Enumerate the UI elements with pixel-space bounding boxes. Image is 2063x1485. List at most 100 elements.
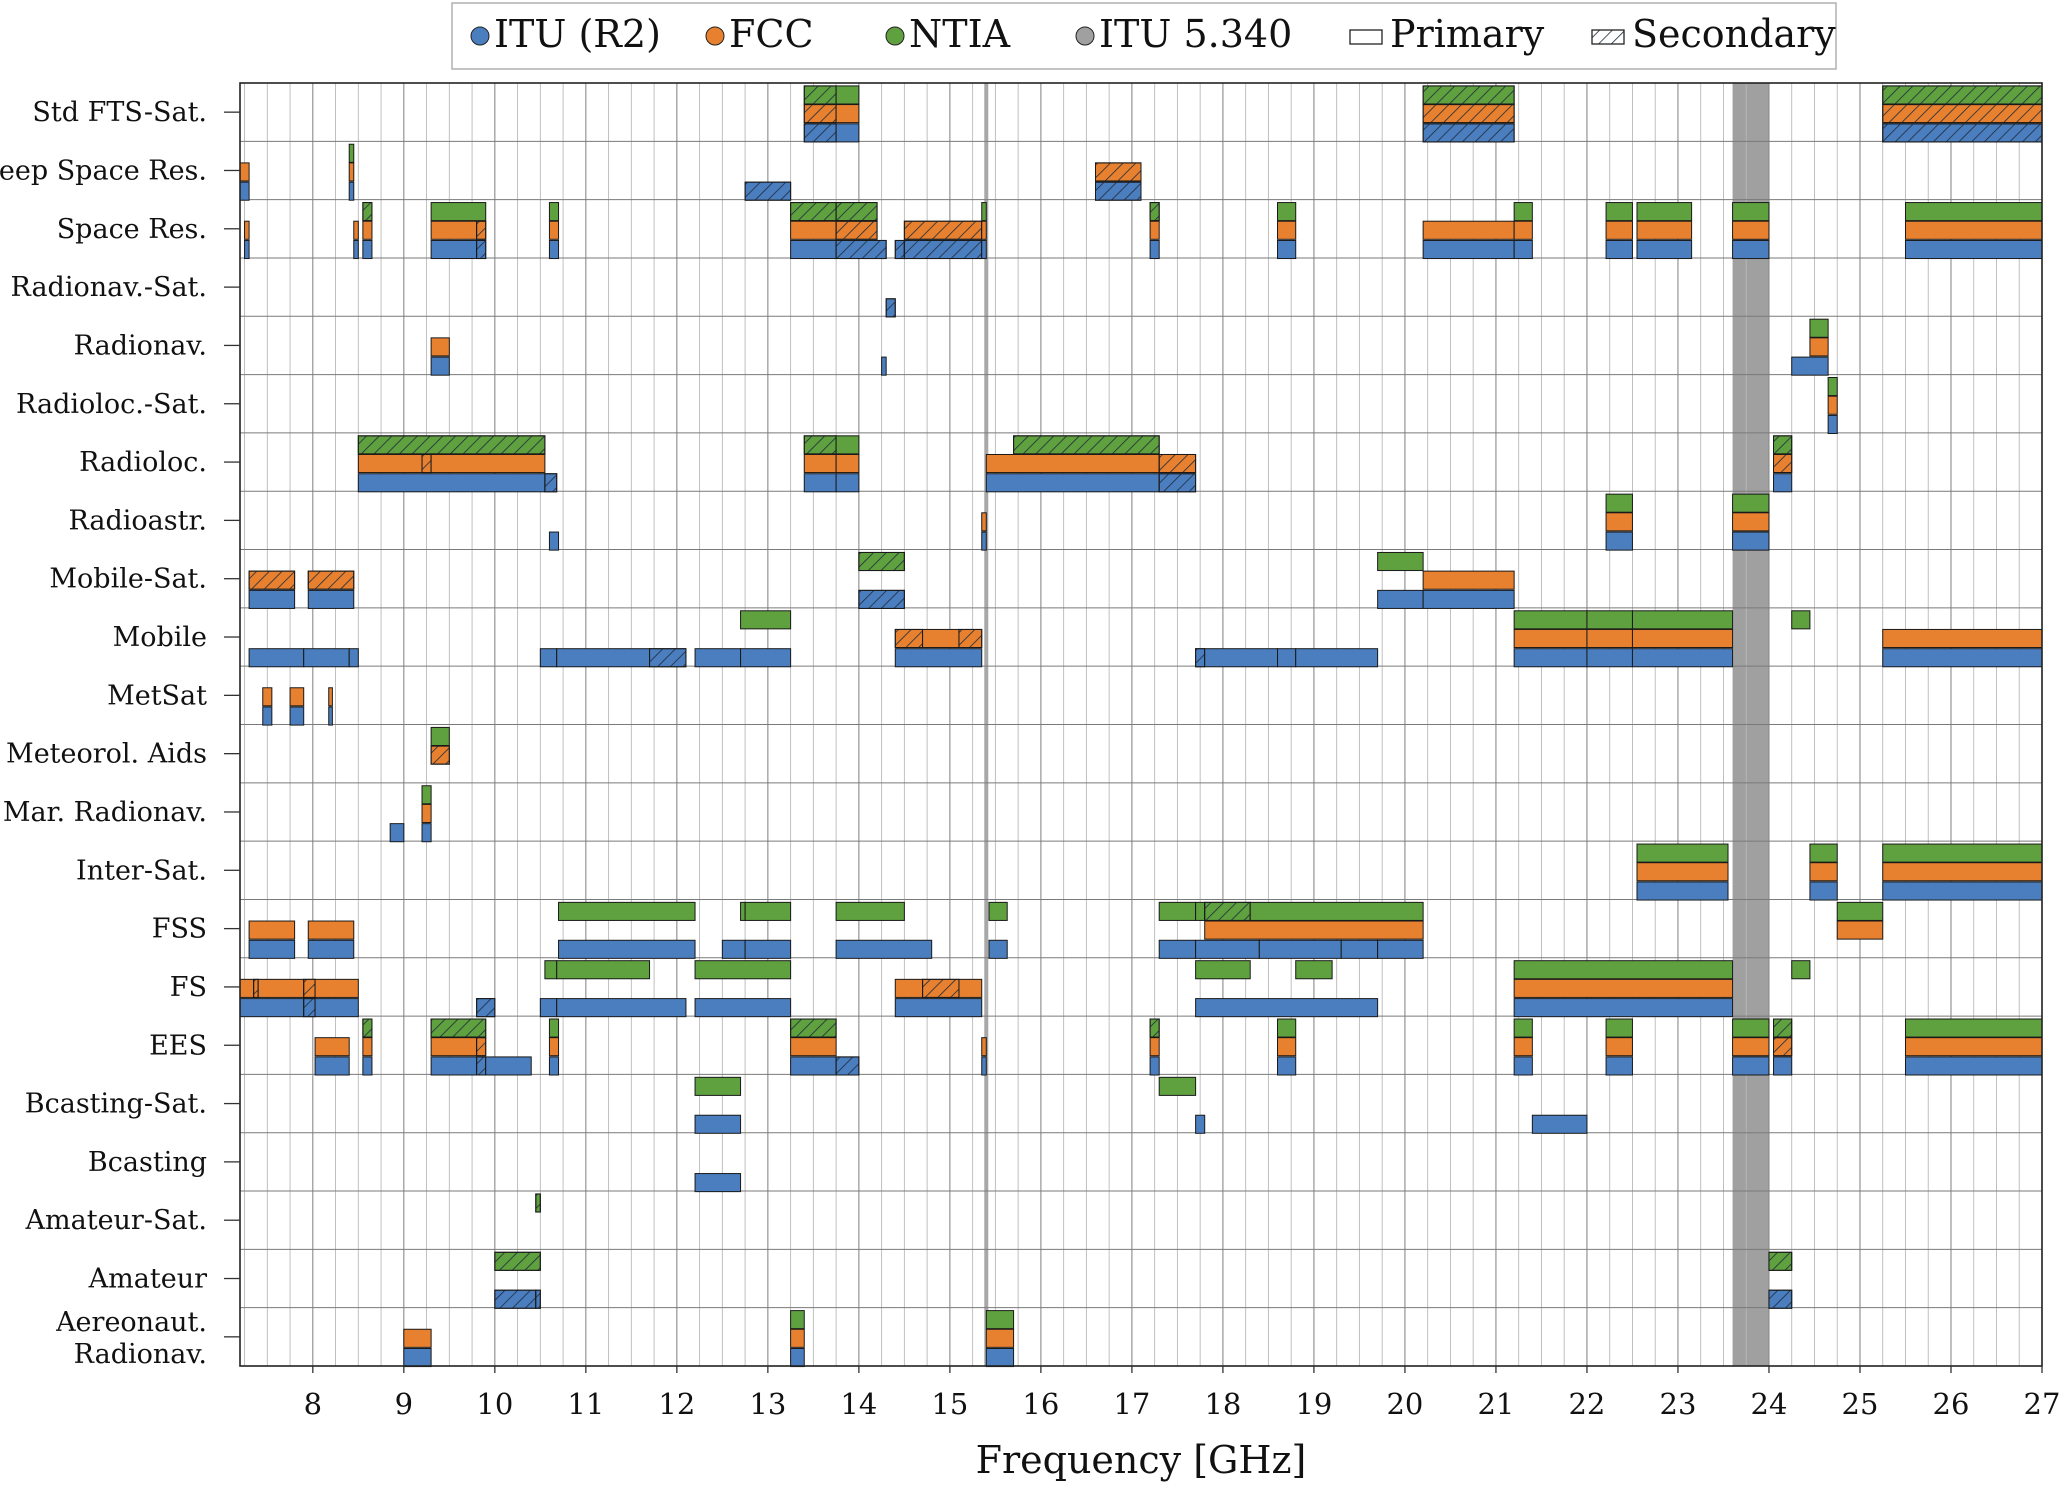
bar-fill	[556, 960, 651, 980]
allocation-bar	[1605, 512, 1633, 532]
service-label: Mobile	[113, 622, 207, 653]
x-tick-label: 24	[1751, 1387, 1788, 1421]
bar-fill	[1636, 843, 1729, 863]
bar-fill	[539, 998, 558, 1018]
bar-fill	[1513, 648, 1588, 668]
allocation-bar	[548, 220, 560, 240]
bar-hatch	[885, 298, 896, 318]
allocation-bar	[476, 998, 496, 1018]
bar-fill	[1904, 239, 2043, 260]
bar-fill	[548, 202, 560, 222]
allocation-bar	[894, 978, 924, 998]
allocation-bar	[1882, 628, 2043, 649]
allocation-bar	[1094, 181, 1142, 201]
bar-fill	[981, 220, 987, 240]
bar-fill	[314, 1056, 350, 1076]
bar-hatch	[494, 1251, 541, 1271]
allocation-bar	[1195, 901, 1206, 921]
allocation-bar	[1158, 473, 1197, 493]
allocation-bar	[1827, 377, 1838, 397]
bar-fill	[348, 648, 359, 668]
allocation-bar	[894, 648, 983, 668]
bar-fill	[1605, 512, 1633, 532]
allocation-bar	[1636, 843, 1729, 863]
bar-fill	[362, 1056, 373, 1076]
allocation-bar	[558, 939, 696, 959]
allocation-bar	[803, 453, 837, 474]
bar-fill	[1732, 531, 1770, 551]
bar-fill	[421, 823, 432, 843]
allocation-bar	[922, 628, 960, 649]
allocation-bar	[430, 745, 450, 765]
allocation-bar	[1768, 1289, 1793, 1309]
allocation-bar	[1809, 843, 1838, 863]
service-label: Mar. Radionav.	[3, 797, 207, 828]
allocation-bar	[544, 473, 558, 493]
bar-fill	[1791, 960, 1811, 980]
bar-fill	[1249, 901, 1424, 921]
bar-hatch	[803, 435, 837, 455]
bar-fill	[257, 978, 305, 998]
allocation-bar	[1149, 1018, 1160, 1038]
allocation-bar	[548, 1018, 560, 1038]
bar-fill	[1631, 628, 1734, 649]
bar-fill	[548, 239, 560, 260]
allocation-bar	[1513, 1056, 1533, 1076]
bar-fill	[1277, 1056, 1297, 1076]
allocation-bar	[1513, 610, 1588, 630]
service-label: Space Res.	[57, 214, 207, 245]
allocation-bar	[894, 628, 924, 649]
bar-fill	[430, 1037, 478, 1057]
bar-hatch	[535, 1289, 541, 1309]
service-label: MetSat	[107, 680, 207, 711]
service-label: Bcasting	[88, 1147, 207, 1178]
bar-fill	[348, 181, 355, 201]
bar-fill	[894, 978, 924, 998]
bar-fill	[1586, 628, 1633, 649]
bar-fill	[721, 939, 746, 959]
allocation-bar	[303, 998, 316, 1018]
bar-fill	[988, 901, 1008, 921]
bar-fill	[1809, 318, 1829, 338]
bar-fill	[894, 648, 983, 668]
allocation-bar	[981, 1037, 987, 1057]
legend-dot	[885, 26, 905, 46]
allocation-bar	[803, 123, 837, 143]
bar-fill	[1277, 220, 1297, 240]
allocation-bar	[1277, 220, 1297, 240]
bar-fill	[303, 648, 350, 668]
allocation-bar	[1149, 202, 1160, 222]
bar-fill	[362, 220, 373, 240]
bar-fill	[790, 239, 837, 260]
bar-hatch	[476, 998, 496, 1018]
bar-hatch	[894, 628, 924, 649]
bar-fill	[403, 1348, 432, 1368]
bar-fill	[1732, 493, 1770, 513]
allocation-bar	[694, 1076, 742, 1096]
allocation-bar	[1791, 960, 1811, 980]
bar-hatch	[1158, 453, 1197, 474]
allocation-bar	[357, 453, 423, 474]
allocation-bar	[289, 687, 305, 707]
bar-fill	[694, 1076, 742, 1096]
allocation-bar	[1732, 202, 1770, 222]
bar-fill	[1158, 1076, 1197, 1096]
allocation-bar	[421, 785, 432, 805]
bar-fill	[1149, 1037, 1160, 1057]
allocation-bar	[1513, 220, 1533, 240]
allocation-bar	[430, 202, 487, 222]
allocation-bar	[1605, 531, 1633, 551]
allocation-bar	[1513, 978, 1734, 998]
bar-fill	[1195, 998, 1379, 1018]
bar-fill	[544, 960, 558, 980]
allocation-bar	[1513, 1018, 1533, 1038]
allocation-bar	[981, 512, 987, 532]
allocation-bar	[740, 610, 792, 630]
allocation-bar	[1422, 589, 1515, 609]
allocation-bar	[362, 239, 373, 260]
allocation-bar	[1195, 939, 1260, 959]
bar-fill	[244, 220, 250, 240]
bar-fill	[1277, 239, 1297, 260]
bar-fill	[894, 998, 983, 1018]
bar-fill	[1295, 960, 1333, 980]
